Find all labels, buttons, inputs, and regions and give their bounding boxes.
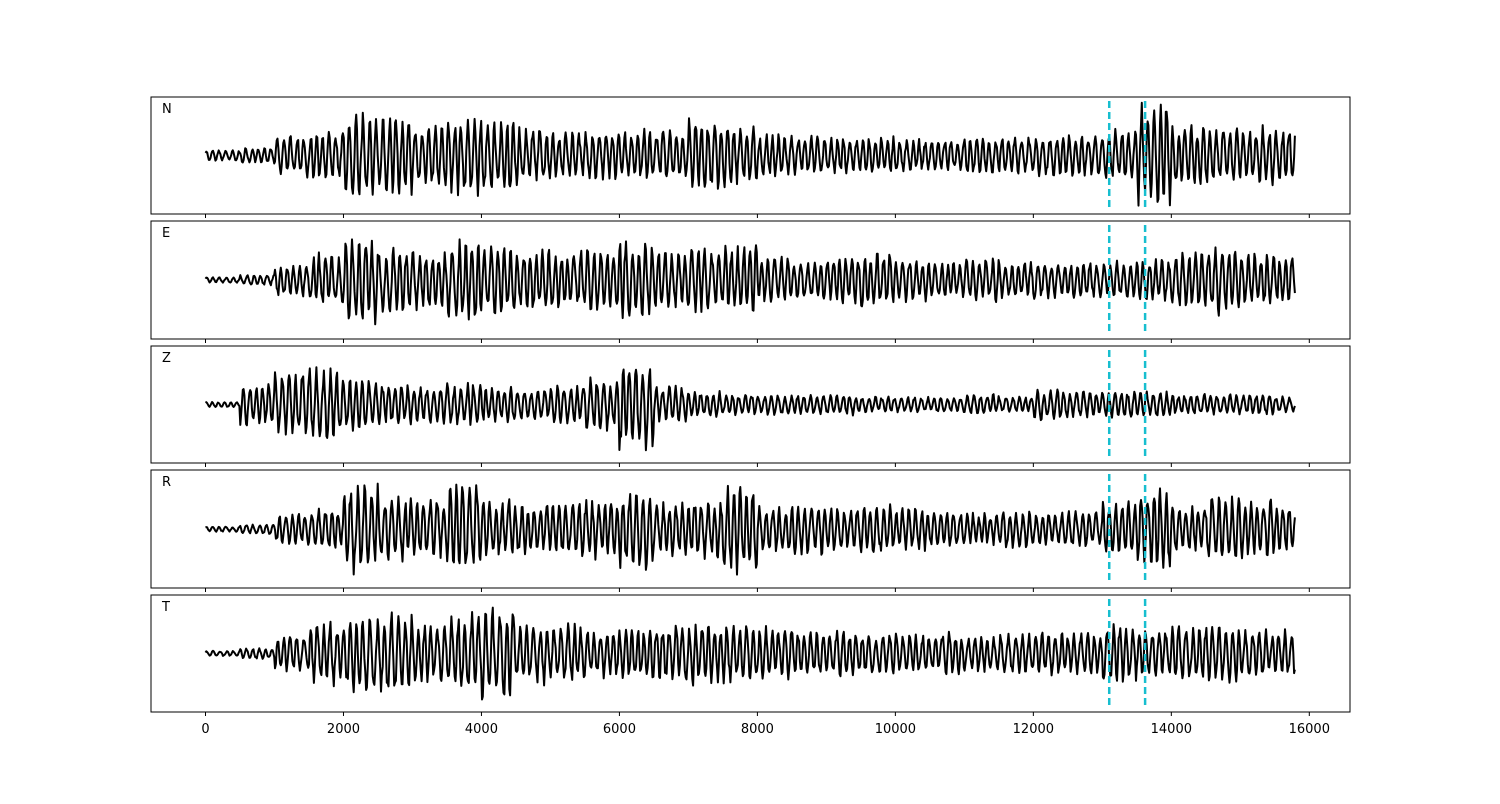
waveform-z xyxy=(204,366,1296,452)
trace-panel-e: E xyxy=(150,220,1351,343)
panel-frame xyxy=(150,220,1351,340)
trace-panel-n: N xyxy=(150,96,1351,218)
x-tick-label: 6000 xyxy=(603,722,636,737)
x-tick-label: 14000 xyxy=(1151,722,1192,737)
panel-frame xyxy=(150,345,1351,464)
panel-frame xyxy=(150,96,1351,215)
x-tick-label: 16000 xyxy=(1289,722,1330,737)
trace-panel-z: Z xyxy=(150,345,1351,467)
x-tick-label: 10000 xyxy=(875,722,916,737)
waveform-n xyxy=(204,101,1296,207)
x-tick-label: 2000 xyxy=(327,722,360,737)
panel-frame xyxy=(150,469,1351,589)
waveform-r xyxy=(205,482,1296,576)
x-tick-label: 8000 xyxy=(741,722,774,737)
channel-label: Z xyxy=(162,351,171,366)
panel-frame xyxy=(150,594,1351,713)
x-tick-label: 4000 xyxy=(465,722,498,737)
x-tick-label: 0 xyxy=(201,722,209,737)
waveform-t xyxy=(204,606,1296,701)
waveform-e xyxy=(204,238,1296,326)
channel-label: T xyxy=(161,600,170,615)
channel-label: R xyxy=(162,475,171,490)
x-tick-label: 12000 xyxy=(1013,722,1054,737)
channel-label: N xyxy=(162,102,172,117)
channel-label: E xyxy=(162,226,170,241)
trace-panel-r: R xyxy=(150,469,1351,592)
trace-panel-t: T 0 2000 4000 6000 8000 10000 12000 14000 16000 xyxy=(150,594,1351,737)
